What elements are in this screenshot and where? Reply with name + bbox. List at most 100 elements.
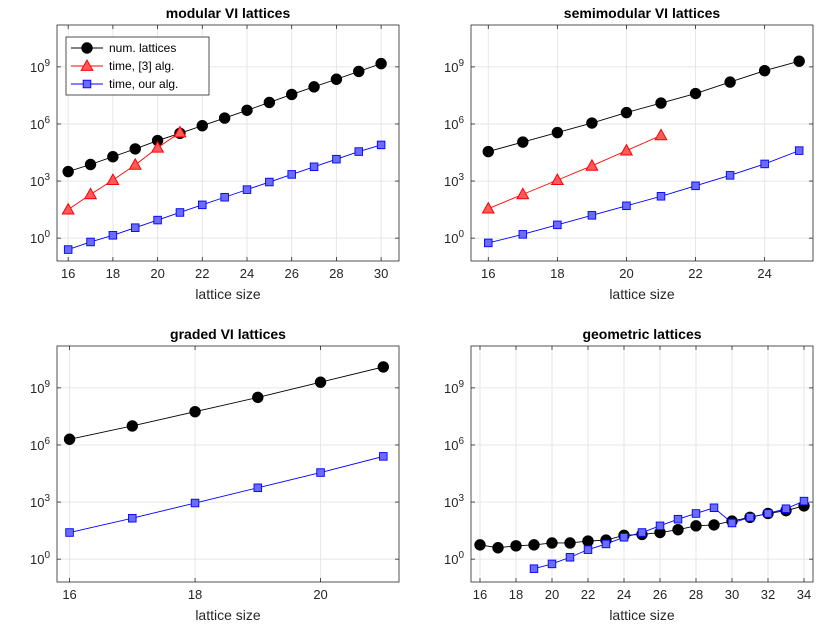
data-point-num-lattices <box>724 76 736 88</box>
data-point-time-ref-alg <box>173 125 187 138</box>
data-point-time-ref-alg <box>516 187 530 200</box>
data-point-time-our-alg <box>376 140 386 150</box>
data-point-num-lattices <box>129 143 141 155</box>
series-line-num-lattices <box>69 366 384 440</box>
legend-marker-time-our-alg <box>82 79 92 89</box>
data-point-time-our-alg <box>673 514 683 524</box>
x-axis-label: lattice size <box>195 607 261 623</box>
data-point-time-our-alg <box>518 230 528 239</box>
chart-title: geometric lattices <box>582 326 701 342</box>
data-point-num-lattices <box>551 126 564 139</box>
data-point-time-our-alg <box>379 452 388 461</box>
data-point-num-lattices <box>620 106 633 119</box>
data-point-time-our-alg <box>332 154 341 164</box>
data-point-time-our-alg <box>727 518 737 528</box>
x-tick-label: 28 <box>329 266 343 281</box>
series-group <box>61 57 387 254</box>
y-tick-label: 109 <box>30 58 50 75</box>
data-point-time-our-alg <box>484 238 493 248</box>
data-point-time-our-alg <box>529 564 539 573</box>
data-point-time-our-alg <box>799 496 809 506</box>
x-tick-label: 26 <box>284 266 298 281</box>
x-tick-label: 16 <box>481 266 495 281</box>
y-tick-label: 109 <box>30 379 50 396</box>
data-point-time-ref-alg <box>654 128 668 141</box>
x-tick-label: 26 <box>653 587 667 602</box>
x-axis-label: lattice size <box>609 607 675 623</box>
x-tick-label: 20 <box>619 266 633 281</box>
y-tick-label: 103 <box>30 493 50 510</box>
data-point-num-lattices <box>314 376 327 388</box>
axes-box <box>470 24 814 262</box>
data-point-num-lattices <box>218 112 231 124</box>
series-line-num-lattices <box>488 60 800 152</box>
data-point-num-lattices <box>474 539 486 551</box>
data-point-num-lattices <box>689 87 702 100</box>
data-point-time-our-alg <box>553 220 562 230</box>
data-point-time-our-alg <box>242 185 252 194</box>
data-point-num-lattices <box>690 520 702 532</box>
data-point-num-lattices <box>241 104 253 116</box>
x-tick-label: 18 <box>550 266 564 281</box>
data-point-time-ref-alg <box>128 157 142 170</box>
plot-area <box>57 346 399 582</box>
data-point-num-lattices <box>252 391 264 404</box>
y-tick-label: 103 <box>444 172 464 189</box>
x-tick-label: 16 <box>473 587 487 602</box>
data-point-time-our-alg <box>354 147 364 156</box>
data-point-time-our-alg <box>309 162 319 172</box>
data-point-time-our-alg <box>691 181 700 191</box>
data-point-time-our-alg <box>130 223 140 232</box>
data-point-time-our-alg <box>565 553 575 562</box>
chart-panel-1: 16 18 20 22 24 26 28 30 100 103 106 109 modular VI l… <box>30 5 400 302</box>
data-point-time-ref-alg <box>585 158 599 171</box>
data-point-time-our-alg <box>63 245 73 254</box>
data-point-time-our-alg <box>619 533 629 542</box>
x-tick-label: 34 <box>797 587 811 602</box>
axes-box <box>470 345 814 583</box>
series-line-time-ref-alg <box>488 134 662 210</box>
x-tick-label: 18 <box>188 587 202 602</box>
data-point-time-our-alg <box>760 159 769 169</box>
data-point-time-our-alg <box>601 539 611 549</box>
data-point-time-our-alg <box>725 171 735 180</box>
data-point-time-ref-alg <box>619 143 634 156</box>
chart-title: semimodular VI lattices <box>564 5 721 21</box>
data-point-num-lattices <box>308 81 320 93</box>
data-point-time-our-alg <box>198 200 207 210</box>
data-point-time-our-alg <box>637 528 647 537</box>
y-tick-label: 103 <box>30 172 50 189</box>
x-tick-label: 18 <box>106 266 120 281</box>
x-tick-label: 20 <box>545 587 559 602</box>
data-point-time-our-alg <box>86 237 95 247</box>
axes-box <box>56 24 400 262</box>
data-point-num-lattices <box>510 540 522 552</box>
data-point-time-our-alg <box>745 513 755 522</box>
data-point-time-our-alg <box>175 208 185 217</box>
data-point-time-our-alg <box>65 528 74 537</box>
data-point-time-ref-alg <box>106 173 120 186</box>
data-point-num-lattices <box>107 151 119 163</box>
legend-label-time-our-alg: time, our alg. <box>109 77 178 91</box>
series-line-time-our-alg <box>69 455 384 533</box>
data-point-num-lattices <box>546 537 558 549</box>
x-tick-label: 28 <box>689 587 703 602</box>
series-line-time-our-alg <box>488 150 800 244</box>
data-point-time-our-alg <box>547 559 557 569</box>
data-point-time-our-alg <box>265 177 274 187</box>
series-line-time-our-alg <box>533 500 805 570</box>
data-point-num-lattices <box>263 96 276 109</box>
data-point-num-lattices <box>330 73 343 85</box>
data-point-num-lattices <box>758 64 771 77</box>
y-tick-label: 100 <box>444 229 464 246</box>
data-point-time-our-alg <box>781 504 791 513</box>
legend-marker-num-lattices <box>81 42 93 54</box>
y-tick-label: 100 <box>30 550 50 567</box>
data-point-time-our-alg <box>153 215 162 225</box>
data-point-time-our-alg <box>691 509 701 518</box>
legend-label-time-ref-alg: time, [3] alg. <box>109 59 174 73</box>
y-tick-label: 106 <box>30 115 50 132</box>
data-point-time-our-alg <box>287 170 296 179</box>
data-point-num-lattices <box>482 145 494 158</box>
